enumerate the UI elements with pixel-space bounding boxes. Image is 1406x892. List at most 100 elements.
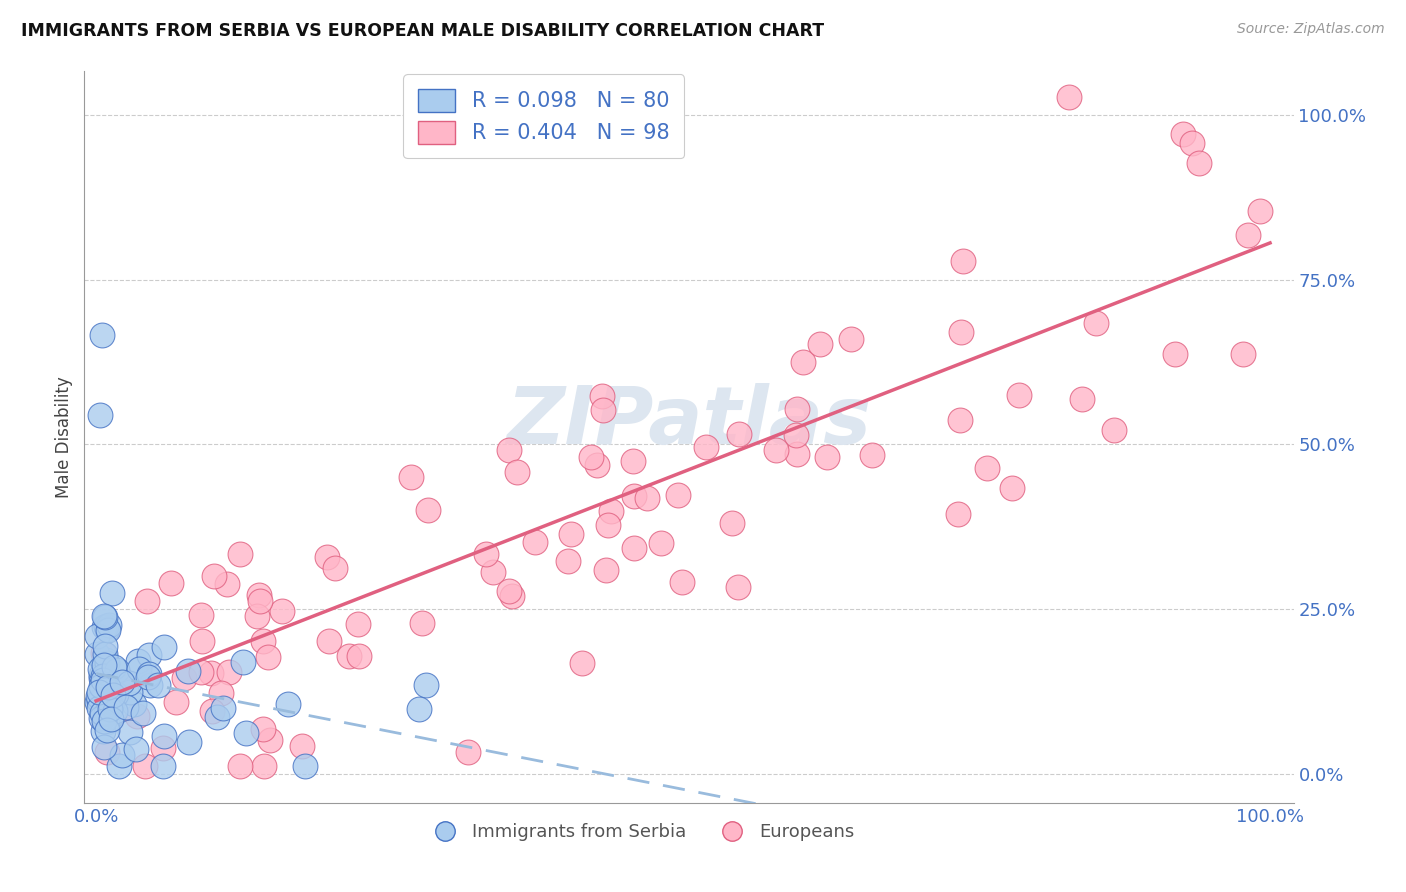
Point: [124, 742, 146, 756]
Point: [204, 568, 226, 582]
Point: [89, 662, 111, 676]
Point: [786, 401, 808, 416]
Point: [1181, 136, 1204, 150]
Point: [621, 454, 644, 468]
Point: [560, 527, 582, 541]
Point: [128, 662, 150, 676]
Point: [104, 704, 127, 718]
Point: [318, 633, 340, 648]
Point: [229, 547, 252, 561]
Point: [93, 657, 115, 672]
Point: [1164, 347, 1187, 361]
Point: [232, 655, 254, 669]
Point: [94, 706, 117, 721]
Point: [808, 336, 831, 351]
Point: [177, 735, 200, 749]
Point: [93, 711, 115, 725]
Point: [111, 674, 134, 689]
Point: [253, 759, 276, 773]
Point: [727, 580, 749, 594]
Point: [86, 647, 108, 661]
Point: [89, 408, 111, 422]
Point: [1008, 388, 1031, 402]
Point: [950, 325, 973, 339]
Point: [1188, 156, 1211, 170]
Point: [623, 489, 645, 503]
Point: [139, 678, 162, 692]
Point: [650, 535, 672, 549]
Point: [571, 656, 593, 670]
Point: [591, 389, 613, 403]
Point: [94, 653, 117, 667]
Point: [457, 745, 479, 759]
Point: [97, 623, 120, 637]
Point: [98, 702, 121, 716]
Point: [96, 723, 118, 737]
Point: [190, 665, 212, 679]
Point: [138, 648, 160, 663]
Point: [337, 648, 360, 663]
Point: [976, 460, 998, 475]
Point: [721, 516, 744, 530]
Point: [103, 660, 125, 674]
Point: [118, 676, 141, 690]
Point: [86, 629, 108, 643]
Point: [108, 759, 131, 773]
Point: [138, 667, 160, 681]
Point: [815, 450, 838, 465]
Point: [89, 694, 111, 708]
Point: [100, 698, 122, 712]
Point: [786, 447, 808, 461]
Point: [98, 618, 121, 632]
Point: [498, 584, 520, 599]
Point: [671, 574, 693, 589]
Point: [97, 680, 120, 694]
Point: [277, 698, 299, 712]
Point: [96, 656, 118, 670]
Point: [949, 413, 972, 427]
Point: [728, 427, 751, 442]
Point: [401, 470, 423, 484]
Point: [103, 689, 125, 703]
Point: [101, 693, 124, 707]
Point: [177, 664, 200, 678]
Point: [1059, 89, 1081, 103]
Point: [498, 443, 520, 458]
Point: [415, 677, 437, 691]
Point: [1249, 204, 1271, 219]
Point: [418, 503, 440, 517]
Point: [94, 648, 117, 662]
Point: [1171, 127, 1194, 141]
Point: [125, 709, 148, 723]
Point: [501, 590, 523, 604]
Point: [93, 739, 115, 754]
Point: [93, 714, 115, 728]
Point: [165, 695, 187, 709]
Point: [294, 758, 316, 772]
Point: [160, 575, 183, 590]
Point: [489, 42, 512, 56]
Point: [115, 700, 138, 714]
Point: [146, 678, 169, 692]
Point: [229, 759, 252, 773]
Point: [792, 355, 814, 369]
Point: [218, 665, 240, 680]
Point: [270, 604, 292, 618]
Point: [173, 671, 195, 685]
Point: [94, 669, 117, 683]
Point: [207, 710, 229, 724]
Point: [122, 697, 145, 711]
Point: [212, 700, 235, 714]
Point: [91, 646, 114, 660]
Point: [118, 684, 141, 698]
Point: [482, 565, 505, 579]
Point: [235, 726, 257, 740]
Point: [111, 747, 134, 762]
Text: IMMIGRANTS FROM SERBIA VS EUROPEAN MALE DISABILITY CORRELATION CHART: IMMIGRANTS FROM SERBIA VS EUROPEAN MALE …: [21, 22, 824, 40]
Point: [135, 593, 157, 607]
Point: [952, 254, 974, 268]
Point: [91, 668, 114, 682]
Point: [87, 685, 110, 699]
Point: [94, 619, 117, 633]
Point: [100, 712, 122, 726]
